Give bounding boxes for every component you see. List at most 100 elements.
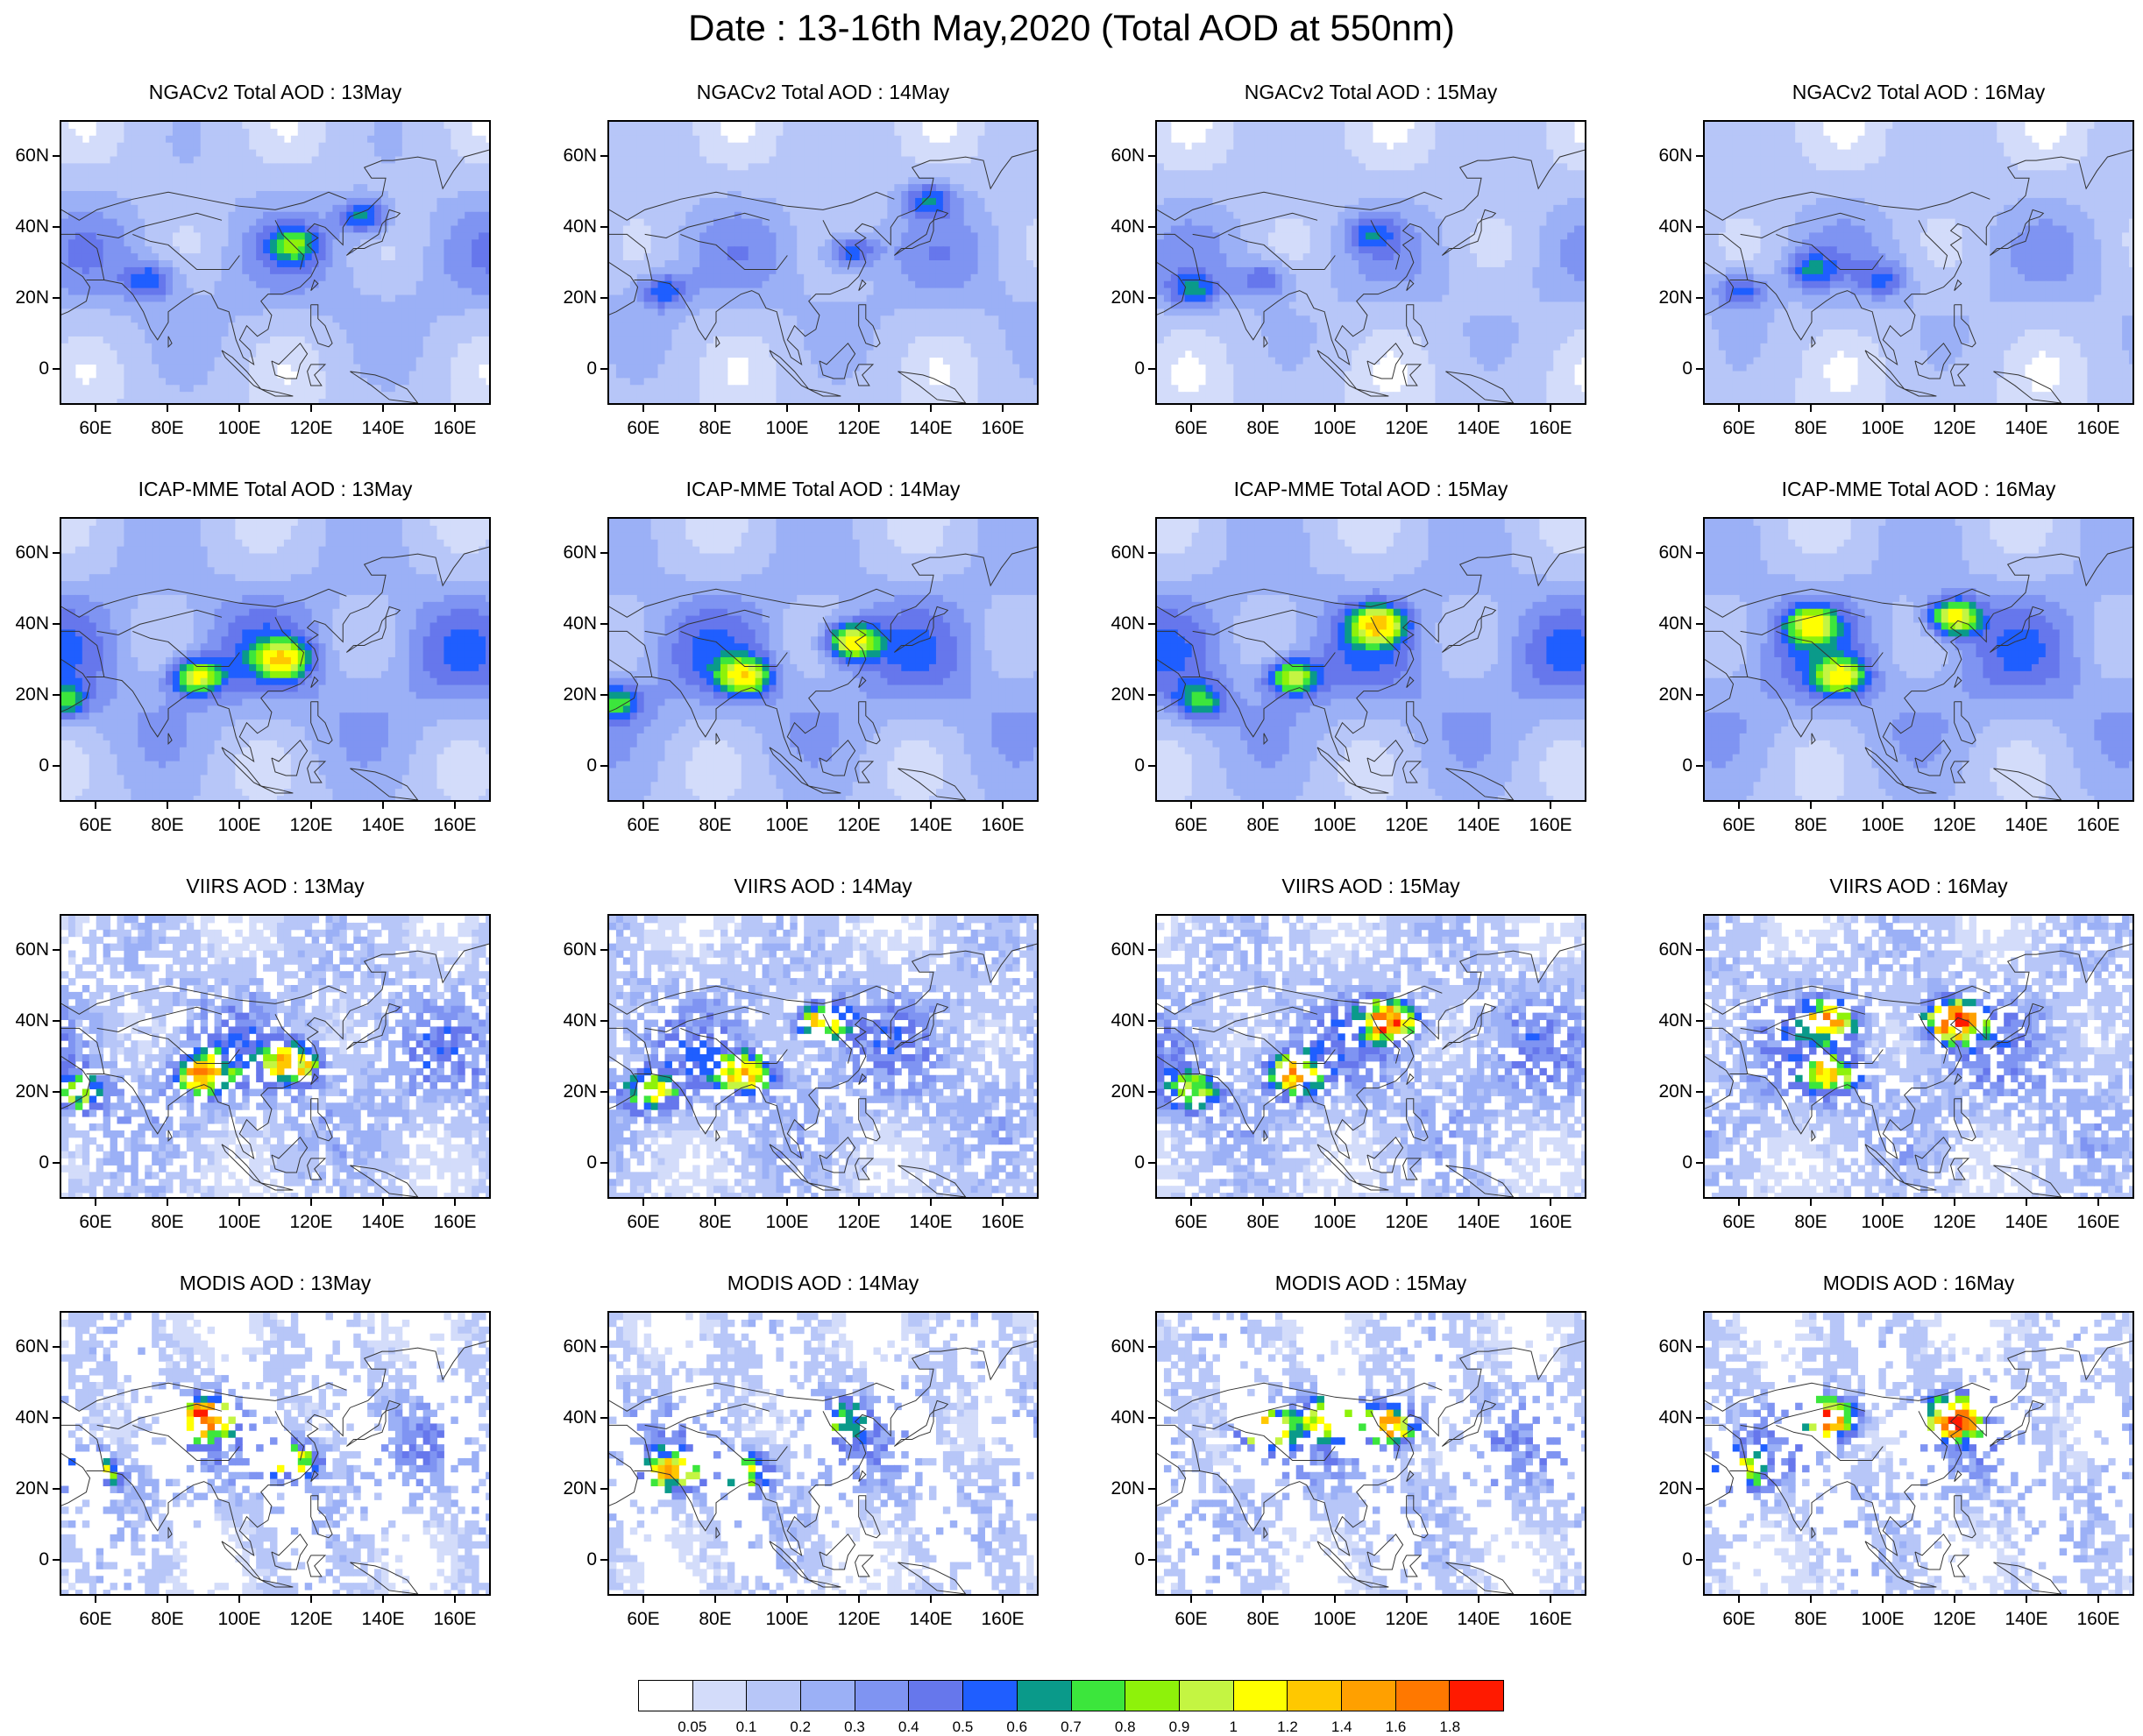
aod-map [61, 916, 489, 1197]
aod-field [1157, 519, 1585, 800]
lon-tick [1002, 1596, 1004, 1603]
lon-tick [310, 1199, 312, 1206]
colorbar-swatch [1072, 1681, 1126, 1711]
lat-tick [600, 1346, 607, 1348]
lat-tick-label: 20N [563, 1478, 597, 1499]
lat-tick-label: 40N [563, 1407, 597, 1428]
lon-tick [382, 405, 384, 412]
lat-tick [1696, 1091, 1703, 1093]
lon-tick-label: 80E [1246, 815, 1279, 836]
lon-tick-label: 120E [837, 815, 880, 836]
lon-tick [930, 1596, 932, 1603]
colorbar-label: 1.8 [1439, 1718, 1460, 1736]
lat-tick-label: 0 [39, 1152, 49, 1173]
panel-title: ICAP-MME Total AOD : 15May [1155, 478, 1586, 501]
lon-tick-label: 80E [699, 815, 731, 836]
lon-tick-label: 120E [837, 418, 880, 439]
lon-tick [642, 1199, 644, 1206]
panel-title: VIIRS AOD : 16May [1703, 875, 2134, 898]
aod-map [61, 1313, 489, 1594]
lon-tick-label: 80E [699, 1609, 731, 1630]
lon-tick [382, 1596, 384, 1603]
lon-tick-label: 100E [1313, 418, 1356, 439]
map-frame [1703, 120, 2134, 405]
colorbar-swatch [1234, 1681, 1288, 1711]
lat-tick-label: 60N [1658, 542, 1692, 563]
lat-tick [1148, 1559, 1155, 1561]
lon-tick [1478, 802, 1480, 809]
map-frame [60, 120, 491, 405]
lon-tick [714, 1199, 716, 1206]
lon-tick [1810, 1596, 1812, 1603]
lat-tick [600, 1417, 607, 1419]
panel-title: MODIS AOD : 13May [60, 1272, 491, 1295]
lon-tick-label: 80E [151, 1609, 183, 1630]
lat-tick [1696, 1162, 1703, 1164]
lon-tick [1190, 1199, 1192, 1206]
colorbar-swatch [1018, 1681, 1072, 1711]
lat-tick [53, 1559, 60, 1561]
lon-tick [167, 405, 168, 412]
lon-tick [1406, 1199, 1408, 1206]
lon-tick-label: 80E [1246, 1609, 1279, 1630]
map-frame [607, 1311, 1039, 1596]
colorbar-label: 0.7 [1061, 1718, 1082, 1736]
lon-tick-label: 160E [2076, 1212, 2119, 1233]
lat-tick-label: 60N [15, 145, 49, 167]
lon-tick-label: 100E [217, 418, 260, 439]
aod-map [1157, 519, 1585, 800]
lat-tick-label: 20N [15, 1478, 49, 1499]
lon-tick [382, 1199, 384, 1206]
lon-tick-label: 140E [2005, 815, 2047, 836]
lon-tick [1810, 1199, 1812, 1206]
lat-tick-label: 0 [1682, 1152, 1692, 1173]
lon-tick [1334, 1596, 1336, 1603]
colorbar-swatch [1342, 1681, 1396, 1711]
lon-tick-label: 140E [361, 1212, 404, 1233]
colorbar-label: 0.5 [953, 1718, 974, 1736]
lat-tick [1148, 694, 1155, 696]
lon-tick [1882, 1596, 1884, 1603]
lat-tick [1696, 1559, 1703, 1561]
lon-tick [2026, 1596, 2027, 1603]
lat-tick-label: 40N [1658, 1010, 1692, 1031]
map-frame [1155, 914, 1586, 1199]
figure-title: Date : 13-16th May,2020 (Total AOD at 55… [0, 7, 2143, 49]
panel-title: ICAP-MME Total AOD : 16May [1703, 478, 2134, 501]
colorbar-swatch [1125, 1681, 1180, 1711]
lat-tick-label: 20N [1658, 684, 1692, 705]
lon-tick-label: 60E [627, 815, 659, 836]
lon-tick-label: 100E [765, 418, 808, 439]
lon-tick [167, 1596, 168, 1603]
lon-tick [2026, 1199, 2027, 1206]
lat-tick [600, 552, 607, 554]
lon-tick-label: 120E [1933, 815, 1976, 836]
lon-tick-label: 160E [981, 418, 1024, 439]
lon-tick [786, 1596, 788, 1603]
lon-tick [454, 802, 456, 809]
lon-tick-label: 160E [1529, 1609, 1572, 1630]
lat-tick [600, 694, 607, 696]
lat-tick-label: 40N [1111, 1407, 1145, 1428]
lat-tick [53, 1488, 60, 1490]
lon-tick-label: 120E [1385, 418, 1428, 439]
aod-map [609, 122, 1037, 403]
lat-tick-label: 40N [1111, 1010, 1145, 1031]
lat-tick-label: 0 [39, 755, 49, 776]
lon-tick [1954, 802, 1955, 809]
lat-tick-label: 40N [15, 1407, 49, 1428]
lon-tick-label: 80E [1246, 1212, 1279, 1233]
colorbar-swatch [1450, 1681, 1503, 1711]
lat-tick [1696, 368, 1703, 370]
lat-tick [1148, 297, 1155, 299]
lon-tick [786, 405, 788, 412]
lat-tick [53, 694, 60, 696]
